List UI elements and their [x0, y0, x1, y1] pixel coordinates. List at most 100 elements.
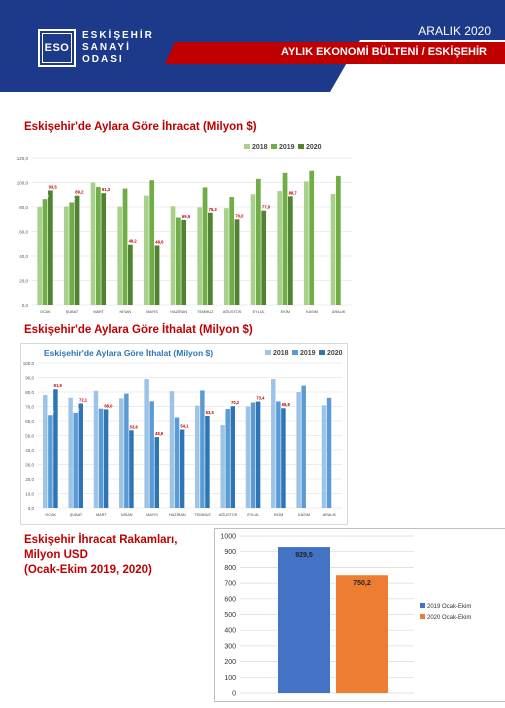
bar-2018	[250, 194, 256, 305]
data-label-2019: 76,0	[326, 393, 333, 397]
y-tick-label: 100	[224, 675, 236, 682]
y-tick-label: 800	[224, 565, 236, 572]
data-label-2020: 69,5	[182, 214, 191, 219]
data-label-2019: 73,5	[275, 396, 282, 400]
y-tick-label: 200	[224, 659, 236, 666]
y-tick-label: 40,0	[19, 254, 28, 259]
y-tick-label: 1000	[220, 534, 236, 541]
x-tick-label: EYLÜL	[253, 310, 265, 314]
bar-2019	[149, 180, 155, 305]
bar-2020	[208, 212, 213, 305]
legend-swatch	[292, 350, 298, 355]
data-label-2020: 68,0	[104, 403, 113, 408]
x-tick-label: ARALIK	[323, 513, 337, 517]
bar-2019	[326, 397, 332, 508]
bar-2018	[224, 208, 229, 305]
data-label-2019: 64,0	[47, 410, 54, 414]
data-label-2019: 96,0	[202, 182, 209, 186]
bar-2018	[170, 206, 176, 305]
y-tick-label: 600	[224, 596, 236, 603]
bar-2019	[282, 172, 288, 305]
legend-swatch	[420, 603, 425, 608]
import-chart: 0,0 10,0 20,0 30,0 40,0 50,0 60,0 70,0 80,0 90,0 1…	[20, 343, 348, 525]
x-tick-label: AĞUSTOS	[219, 512, 238, 517]
x-tick-label: MAYIS	[146, 513, 158, 517]
legend-label: 2019	[279, 144, 295, 151]
bar-2020	[154, 245, 160, 305]
bar-2020	[154, 437, 159, 508]
data-label-2020: 89,2	[75, 190, 84, 195]
data-label-2020: 49,2	[129, 239, 138, 244]
x-tick-label: TEMMUZ	[195, 513, 212, 517]
header-background	[0, 0, 505, 92]
data-label-2019: 103,0	[254, 174, 263, 178]
data-label-2020: 70,0	[235, 213, 244, 218]
x-tick-label: EKİM	[281, 309, 290, 314]
y-tick-label: 40,0	[25, 448, 34, 453]
bar-2020	[129, 430, 134, 508]
data-label-2020: 91,3	[102, 187, 111, 192]
legend-label: 2020	[306, 144, 322, 151]
data-label-2020: 70,2	[231, 400, 240, 405]
bar-2019	[301, 385, 306, 508]
x-tick-label: KASIM	[306, 310, 318, 314]
y-tick-label: 60,0	[19, 230, 28, 235]
legend-label: 2020 Ocak-Ekim	[427, 615, 471, 621]
x-tick-label: MART	[96, 513, 107, 517]
legend-label: 2020	[327, 350, 343, 357]
bar-2018	[296, 392, 301, 508]
data-label-2020: 53,6	[130, 424, 139, 429]
bar-2018	[117, 206, 123, 305]
summary-data-label: 750,2	[353, 580, 371, 587]
bar-2020	[48, 190, 53, 305]
bar-2020	[74, 195, 80, 305]
bar-2019	[98, 408, 104, 508]
bar-2018	[197, 207, 203, 305]
x-tick-label: NİSAN	[121, 512, 133, 517]
bar-2019	[69, 202, 75, 305]
x-tick-label: ARALIK	[332, 310, 346, 314]
x-tick-label: ŞUBAT	[70, 513, 83, 517]
summary-title: Eskişehir İhracat Rakamları, Milyon USD …	[24, 533, 224, 578]
bar-2018	[93, 390, 99, 508]
data-label-2019: 109,6	[308, 166, 317, 170]
bar-2020	[128, 244, 133, 305]
export-chart: 0,0 20,0 40,0 60,0 80,0 100,0 120,0 OCAK 86,4 93,…	[17, 144, 352, 314]
data-label-2020: 73,4	[256, 396, 265, 401]
summary-title-line3: (Ocak-Ekim 2019, 2020)	[24, 564, 152, 576]
y-tick-label: 100,0	[17, 181, 29, 186]
legend-swatch	[244, 144, 250, 149]
bar-2019	[42, 199, 48, 305]
y-tick-label: 20,0	[19, 279, 28, 284]
y-tick-label: 10,0	[25, 492, 34, 497]
data-label-2019: 65,6	[73, 408, 80, 412]
y-tick-label: 700	[224, 581, 236, 588]
data-label-2020: 54,1	[180, 424, 189, 429]
bar-2018	[64, 206, 69, 305]
bar-2018	[245, 406, 251, 508]
bar-2019	[250, 402, 256, 508]
bar-2019	[48, 415, 53, 508]
legend-label: 2018	[273, 350, 289, 357]
import-section-title: Eskişehir'de Aylara Göre İthalat (Milyon…	[24, 324, 253, 336]
data-label-2019: 96,3	[95, 182, 102, 186]
y-tick-label: 120,0	[17, 156, 29, 161]
bar-2018	[195, 405, 200, 508]
bar-2020	[103, 409, 109, 508]
x-tick-label: ŞUBAT	[66, 310, 79, 314]
data-label-2019: 88,1	[229, 192, 236, 196]
x-tick-label: TEMMUZ	[197, 310, 214, 314]
data-label-2019: 84,4	[301, 381, 308, 385]
data-label-2019: 68,2	[225, 404, 232, 408]
bar-2018	[37, 206, 43, 305]
legend-label: 2019	[300, 350, 316, 357]
bar-2020	[255, 401, 261, 508]
bar-2019	[149, 401, 154, 508]
x-tick-label: NİSAN	[120, 309, 132, 314]
data-label-2020: 81,9	[54, 383, 63, 388]
legend-swatch	[271, 144, 277, 149]
x-tick-label: OCAK	[40, 310, 51, 314]
org-name: ESKİŞEHİR SANAYİ ODASI	[82, 30, 154, 66]
data-label-2020: 48,6	[155, 239, 164, 244]
bar-2020	[205, 415, 210, 508]
